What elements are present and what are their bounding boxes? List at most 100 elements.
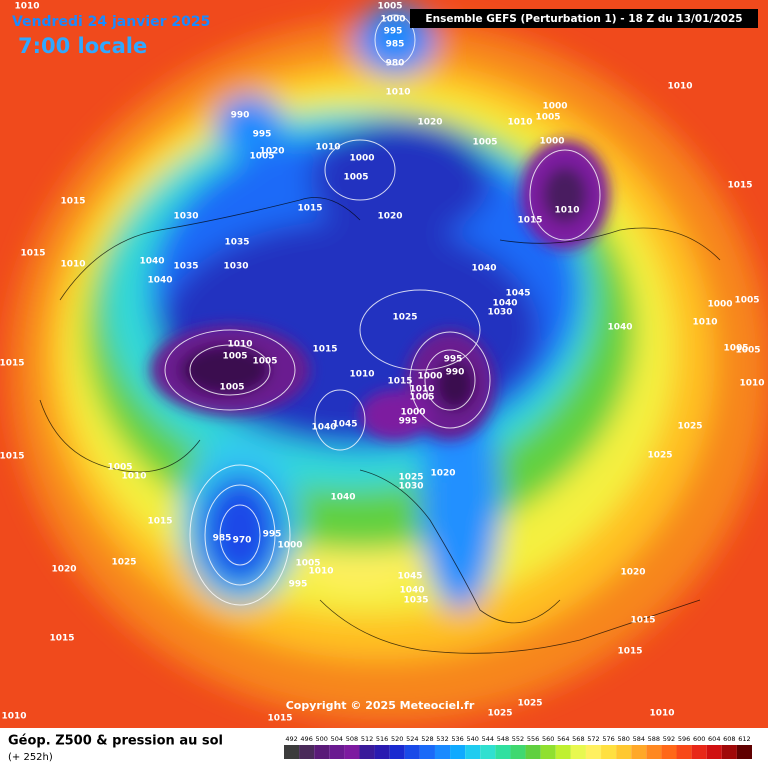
- colorbar-swatch: [389, 745, 405, 759]
- isobar-label: 1005: [107, 463, 132, 473]
- isobar-lines: [164, 14, 601, 606]
- isobar-label: 995: [399, 417, 418, 427]
- model-banner: [410, 9, 758, 28]
- colorbar-swatch: [721, 745, 737, 759]
- isobar-label: 1040: [492, 299, 517, 309]
- colorbar-swatch: [284, 745, 300, 759]
- isobar-label: 1015: [517, 216, 542, 226]
- isobar-label: 1000: [542, 102, 567, 112]
- colorbar-swatch: [510, 745, 526, 759]
- colorbar-swatch: [314, 745, 330, 759]
- isobar-label: 1010: [315, 143, 340, 153]
- isobar-label: 1000: [349, 154, 374, 164]
- isobar-label: 1010: [409, 385, 434, 395]
- isobar-label: 1010: [385, 88, 410, 98]
- colorbar-label: 564: [557, 735, 569, 743]
- colorbar-swatch: [434, 745, 451, 759]
- isobar-label: 1025: [517, 699, 542, 709]
- isobar-label: 1010: [667, 82, 692, 92]
- colorbar-swatch: [616, 745, 632, 759]
- isobar-label: 1040: [607, 323, 632, 333]
- isobar-label: 1000: [277, 541, 302, 551]
- colorbar-swatch: [495, 745, 511, 759]
- colorbar-label: 576: [602, 735, 614, 743]
- colorbar-label: 568: [572, 735, 584, 743]
- isobar-label: 970: [233, 536, 252, 546]
- isobar-label: 1030: [223, 262, 248, 272]
- colorbar-swatch: [450, 745, 466, 759]
- isobar-label: 1000: [539, 137, 564, 147]
- colorbar-swatch: [419, 745, 435, 759]
- colorbar-swatch: [661, 745, 677, 759]
- colorbar-label: 536: [451, 735, 463, 743]
- isobar-label: 1035: [403, 596, 428, 606]
- isobar-label: 1040: [330, 493, 355, 503]
- colorbar-swatch: [465, 745, 481, 759]
- colorbar-swatch: [359, 745, 375, 759]
- colorbar-label: 592: [663, 735, 675, 743]
- isobar-label: 1025: [392, 313, 417, 323]
- isobar-label: 1030: [487, 308, 512, 318]
- isobar-label: 1015: [0, 359, 25, 369]
- isobar-label: 1005: [535, 113, 560, 123]
- isobar-label: 1015: [0, 452, 25, 462]
- isobar-label: 1045: [332, 420, 357, 430]
- colorbar-label: 600: [693, 735, 705, 743]
- isobar-label: 1020: [259, 147, 284, 157]
- colorbar-label: 532: [436, 735, 448, 743]
- isobar-label: 1005: [734, 296, 759, 306]
- isobar-label: 1020: [430, 469, 455, 479]
- isobar-label: 1010: [14, 2, 39, 12]
- colorbar-label: 612: [738, 735, 750, 743]
- isobar-label: 1015: [20, 249, 45, 259]
- isobar-label: 995: [289, 580, 308, 590]
- colorbar-label: 492: [285, 735, 297, 743]
- isobar-label: 1005: [343, 173, 368, 183]
- isobar-label: 995: [444, 355, 463, 365]
- isobar-label: 1010: [349, 370, 374, 380]
- colorbar-swatch: [646, 745, 662, 759]
- isobar-label: 1025: [111, 558, 136, 568]
- colorbar-swatch: [631, 745, 647, 759]
- colorbar-label: 556: [527, 735, 539, 743]
- isobar-label: 1045: [505, 289, 530, 299]
- isobar-label: 1000: [380, 15, 405, 25]
- colorbar-swatch: [344, 745, 360, 759]
- colorbar-label: 548: [497, 735, 509, 743]
- isobar-label: 1005: [472, 138, 497, 148]
- colorbar-swatch: [525, 745, 541, 759]
- isobar-label: 990: [231, 111, 250, 121]
- colorbar-label: 528: [421, 735, 433, 743]
- isobar-label: 1005: [249, 152, 274, 162]
- lows: [150, 140, 610, 440]
- isobar-label: 1005: [409, 393, 434, 403]
- isobar-label: 1040: [471, 264, 496, 274]
- colorbar-swatch: [404, 745, 420, 759]
- isobar-label: 985: [386, 40, 405, 50]
- colorbar-label: 560: [542, 735, 554, 743]
- colorbar-label: 604: [708, 735, 720, 743]
- colorbar-swatch: [570, 745, 586, 759]
- isobar-label: 1040: [139, 257, 164, 267]
- isobar-label: 1010: [554, 206, 579, 216]
- colorbar-swatch: [585, 745, 602, 759]
- colorbar-swatch: [374, 745, 390, 759]
- isobar-label: 1020: [51, 565, 76, 575]
- isobar-label: 1010: [308, 567, 333, 577]
- colorbar-label: 504: [331, 735, 343, 743]
- colorbar-swatch: [706, 745, 722, 759]
- colorbar-label: 520: [391, 735, 403, 743]
- isobar-label: 1005: [252, 357, 277, 367]
- isobar-label: 1025: [677, 422, 702, 432]
- isobar-label: 1025: [647, 451, 672, 461]
- isobar-label: 1010: [121, 472, 146, 482]
- date-label: Vendredi 24 janvier 2025: [12, 14, 210, 30]
- isobar-label: 1015: [630, 616, 655, 626]
- isobar-label: 1025: [487, 709, 512, 719]
- isobar-label: 1025: [398, 473, 423, 483]
- isobar-label: 1040: [147, 276, 172, 286]
- colorbar-label: 508: [346, 735, 358, 743]
- copyright: Copyright © 2025 Meteociel.fr: [286, 699, 475, 712]
